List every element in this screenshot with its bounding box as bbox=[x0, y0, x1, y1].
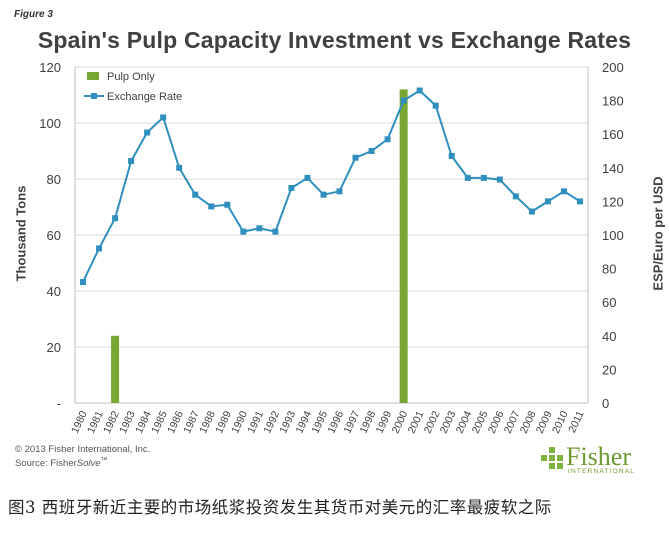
y-left-tick-label: 60 bbox=[47, 228, 61, 243]
y-left-tick-label: 40 bbox=[47, 284, 61, 299]
exchange-rate-point bbox=[528, 208, 535, 215]
logo-name: Fisher bbox=[566, 442, 631, 471]
exchange-rate-point bbox=[208, 203, 215, 210]
exchange-rate-point bbox=[464, 174, 471, 181]
exchange-rate-point bbox=[400, 97, 407, 104]
bar-pulp-only bbox=[111, 335, 120, 403]
y-right-tick-label: 200 bbox=[602, 60, 624, 75]
y-left-tick-label: - bbox=[57, 396, 61, 411]
chart-canvas: - 20 40 60 80 100 120 0 20 40 60 80 100 120 140 160 180 2… bbox=[39, 60, 624, 435]
source-prefix: Source: Fisher bbox=[15, 458, 77, 470]
fisher-logo: Fisher INTERNATIONAL bbox=[541, 442, 641, 477]
exchange-rate-point bbox=[320, 191, 327, 198]
logo-subtitle: INTERNATIONAL bbox=[568, 468, 636, 475]
exchange-rate-point bbox=[128, 158, 135, 165]
exchange-rate-point bbox=[560, 188, 567, 195]
y-left-tick-label: 120 bbox=[39, 60, 61, 75]
exchange-rate-point bbox=[448, 153, 455, 160]
exchange-rate-point bbox=[544, 198, 551, 205]
exchange-rate-point bbox=[224, 201, 231, 208]
y-axis-right-label: ESP/Euro per USD bbox=[650, 176, 666, 291]
exchange-rate-point bbox=[160, 114, 167, 121]
y-right-tick-label: 100 bbox=[602, 228, 624, 243]
exchange-rate-point bbox=[112, 215, 119, 222]
y-left-tick-label: 100 bbox=[39, 116, 61, 131]
legend-label-exchange-rate: Exchange Rate bbox=[107, 91, 182, 103]
exchange-rate-point bbox=[512, 193, 519, 200]
y-right-tick-label: 20 bbox=[602, 362, 616, 377]
exchange-rate-point bbox=[432, 102, 439, 109]
y-right-tick-label: 0 bbox=[602, 396, 609, 411]
legend-label-pulp-only: Pulp Only bbox=[107, 71, 155, 83]
y-right-tick-label: 120 bbox=[602, 194, 624, 209]
exchange-rate-point bbox=[192, 191, 199, 198]
y-right-tick-label: 80 bbox=[602, 262, 616, 277]
exchange-rate-point bbox=[368, 148, 375, 154]
exchange-rate-line bbox=[82, 89, 581, 283]
chart-title: Spain's Pulp Capacity Investment vs Exch… bbox=[37, 27, 632, 53]
exchange-rate-point bbox=[352, 154, 359, 161]
legend-swatch-pulp-only bbox=[87, 72, 99, 80]
y-right-tick-label: 140 bbox=[602, 161, 624, 176]
bar-pulp-only bbox=[399, 89, 408, 404]
figure-caption: 图3 西班牙新近主要的市场纸浆投资发生其货币对美元的汇率最疲软之际 bbox=[8, 498, 552, 517]
exchange-rate-point bbox=[272, 228, 279, 235]
exchange-rate-point bbox=[496, 176, 503, 183]
source-tm: ™ bbox=[100, 457, 108, 464]
chart-panel: Figure 3 Spain's Pulp Capacity Investmen… bbox=[13, 9, 666, 477]
exchange-rate-point bbox=[416, 87, 423, 94]
exchange-rate-point bbox=[288, 184, 295, 191]
exchange-rate-point bbox=[576, 198, 583, 205]
y-axis-left-label: Thousand Tons bbox=[13, 185, 29, 282]
y-right-tick-label: 60 bbox=[602, 295, 616, 310]
exchange-rate-point bbox=[144, 129, 151, 136]
source-text: Source: FisherSolve™ bbox=[15, 457, 108, 469]
y-right-tick-label: 40 bbox=[602, 329, 616, 344]
exchange-rate-point bbox=[96, 245, 103, 252]
exchange-rate-point bbox=[336, 188, 343, 195]
x-tick-label: 2011 bbox=[566, 409, 586, 435]
y-left-tick-label: 20 bbox=[47, 340, 61, 355]
exchange-rate-point bbox=[240, 228, 247, 235]
y-right-tick-label: 160 bbox=[602, 127, 624, 142]
exchange-rate-point bbox=[80, 279, 87, 286]
x-tick-label: 2010 bbox=[550, 409, 571, 435]
exchange-rate-point bbox=[384, 136, 391, 143]
exchange-rate-point bbox=[176, 164, 183, 171]
y-right-tick-label: 180 bbox=[602, 94, 624, 109]
exchange-rate-point bbox=[480, 174, 487, 181]
y-left-tick-label: 80 bbox=[47, 172, 61, 187]
copyright-text: © 2013 Fisher International, Inc. bbox=[15, 444, 151, 455]
source-italic: Solve bbox=[76, 458, 101, 470]
fisher-grid-logo-icon bbox=[541, 447, 563, 471]
legend-marker-exchange-rate bbox=[91, 93, 97, 99]
exchange-rate-point bbox=[256, 225, 263, 232]
exchange-rate-point bbox=[304, 174, 311, 181]
figure-label: Figure 3 bbox=[14, 9, 53, 20]
